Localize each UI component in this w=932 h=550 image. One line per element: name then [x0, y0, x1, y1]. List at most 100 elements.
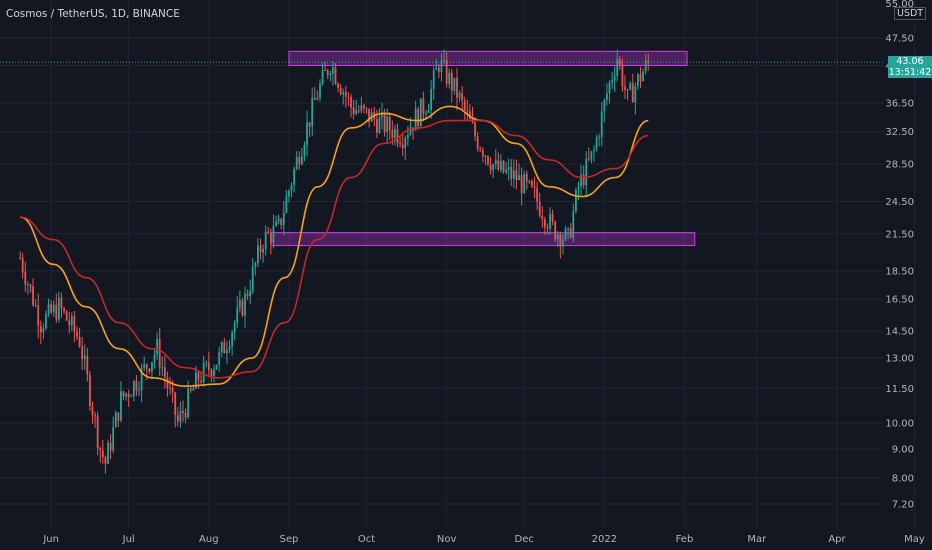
candle-body — [406, 134, 409, 139]
candle-body — [117, 412, 120, 421]
candle-body — [448, 72, 451, 84]
candle-body — [363, 105, 365, 108]
candle-body — [189, 388, 192, 391]
candle-body — [321, 70, 324, 84]
ema-slow-line — [20, 119, 649, 379]
candle-body — [161, 367, 164, 369]
time-tick-label: Jun — [42, 534, 59, 545]
candle-body — [355, 110, 358, 114]
candle-body — [554, 221, 557, 240]
candle-body — [409, 127, 412, 135]
price-unit-label[interactable]: USDT — [894, 7, 927, 20]
candle-body — [396, 128, 399, 143]
chart-title: Cosmos / TetherUS, 1D, BINANCE — [6, 8, 180, 20]
candle-body — [24, 272, 27, 285]
candle-body — [430, 88, 433, 110]
candle-body — [611, 80, 613, 83]
candle-body — [101, 450, 104, 458]
candle-body — [39, 325, 42, 333]
candle-body — [637, 74, 639, 86]
candle-body — [497, 160, 500, 170]
candle-body — [502, 160, 505, 173]
candle-body — [494, 160, 497, 165]
candle-body — [600, 111, 603, 138]
price-tick-label: 10.00 — [885, 418, 914, 429]
candle-body — [598, 137, 601, 139]
time-tick-label: Dec — [515, 534, 534, 545]
candle-body — [182, 411, 184, 413]
price-tick-label: 14.50 — [885, 327, 914, 338]
candle-body — [518, 175, 520, 181]
candle-body — [587, 158, 590, 160]
candle-body — [244, 293, 246, 316]
candle-body — [375, 119, 378, 133]
candle-body — [381, 112, 383, 118]
candle-body — [536, 188, 539, 202]
candle-body — [606, 92, 608, 101]
candle-body — [68, 320, 71, 326]
candle-body — [546, 227, 549, 229]
candle-body — [288, 190, 290, 197]
candle-body — [505, 169, 507, 173]
candle-body — [443, 60, 445, 62]
candle-body — [569, 228, 572, 238]
candle-body — [236, 307, 239, 323]
price-tick-label: 36.50 — [885, 99, 914, 110]
time-tick-label: Jul — [122, 534, 135, 545]
time-axis[interactable]: Jun Jul Aug Sep Oct Nov Dec 2022 Feb Mar Apr May — [42, 534, 925, 545]
candle-body — [65, 311, 68, 321]
candle-body — [386, 116, 389, 132]
candle-body — [572, 211, 575, 238]
candle-body — [427, 109, 430, 113]
candle-body — [512, 170, 515, 179]
candle-body — [316, 97, 319, 100]
candle-body — [107, 442, 109, 464]
candle-body — [368, 108, 370, 122]
candle-body — [298, 157, 301, 165]
candle-body — [319, 83, 321, 98]
candle-body — [210, 369, 213, 376]
candle-body — [269, 233, 272, 243]
candle-body — [580, 174, 582, 187]
candle-body — [275, 221, 277, 226]
candle-body — [109, 442, 112, 451]
candle-body — [127, 393, 130, 397]
candle-body — [50, 304, 53, 313]
price-tick-label: 18.50 — [885, 266, 914, 277]
candle-body — [290, 184, 293, 191]
candle-body — [184, 412, 187, 418]
candle-body — [192, 388, 195, 391]
candle-body — [334, 67, 337, 84]
time-tick-label: Feb — [676, 534, 694, 545]
price-tick-label: 7.20 — [892, 500, 914, 511]
candle-body — [562, 239, 564, 247]
candle-body — [533, 186, 536, 189]
candle-body — [531, 180, 533, 187]
candle-body — [543, 219, 546, 228]
candle-body — [259, 245, 262, 253]
price-tick-label: 9.00 — [892, 444, 914, 455]
candle-body — [19, 257, 22, 259]
candle-body — [388, 116, 391, 131]
candle-body — [432, 70, 435, 89]
candle-body — [417, 108, 420, 127]
candle-body — [394, 128, 396, 138]
candle-body — [32, 286, 34, 306]
candle-body — [642, 71, 644, 82]
candle-body — [621, 64, 624, 87]
candle-body — [574, 189, 577, 212]
candle-body — [507, 167, 510, 170]
candle-body — [166, 377, 169, 388]
price-axis[interactable]: 47.5042.5036.5032.5028.5024.5021.5018.50… — [885, 0, 914, 511]
candle-body — [114, 412, 117, 428]
candle-body — [342, 92, 345, 95]
candle-body — [435, 67, 438, 71]
candle-body — [215, 364, 218, 370]
candle-body — [326, 70, 329, 76]
candlesticks — [19, 49, 650, 474]
time-tick-label: Nov — [437, 534, 457, 545]
candle-body — [337, 83, 339, 88]
candle-body — [143, 364, 146, 368]
candle-body — [169, 387, 171, 389]
